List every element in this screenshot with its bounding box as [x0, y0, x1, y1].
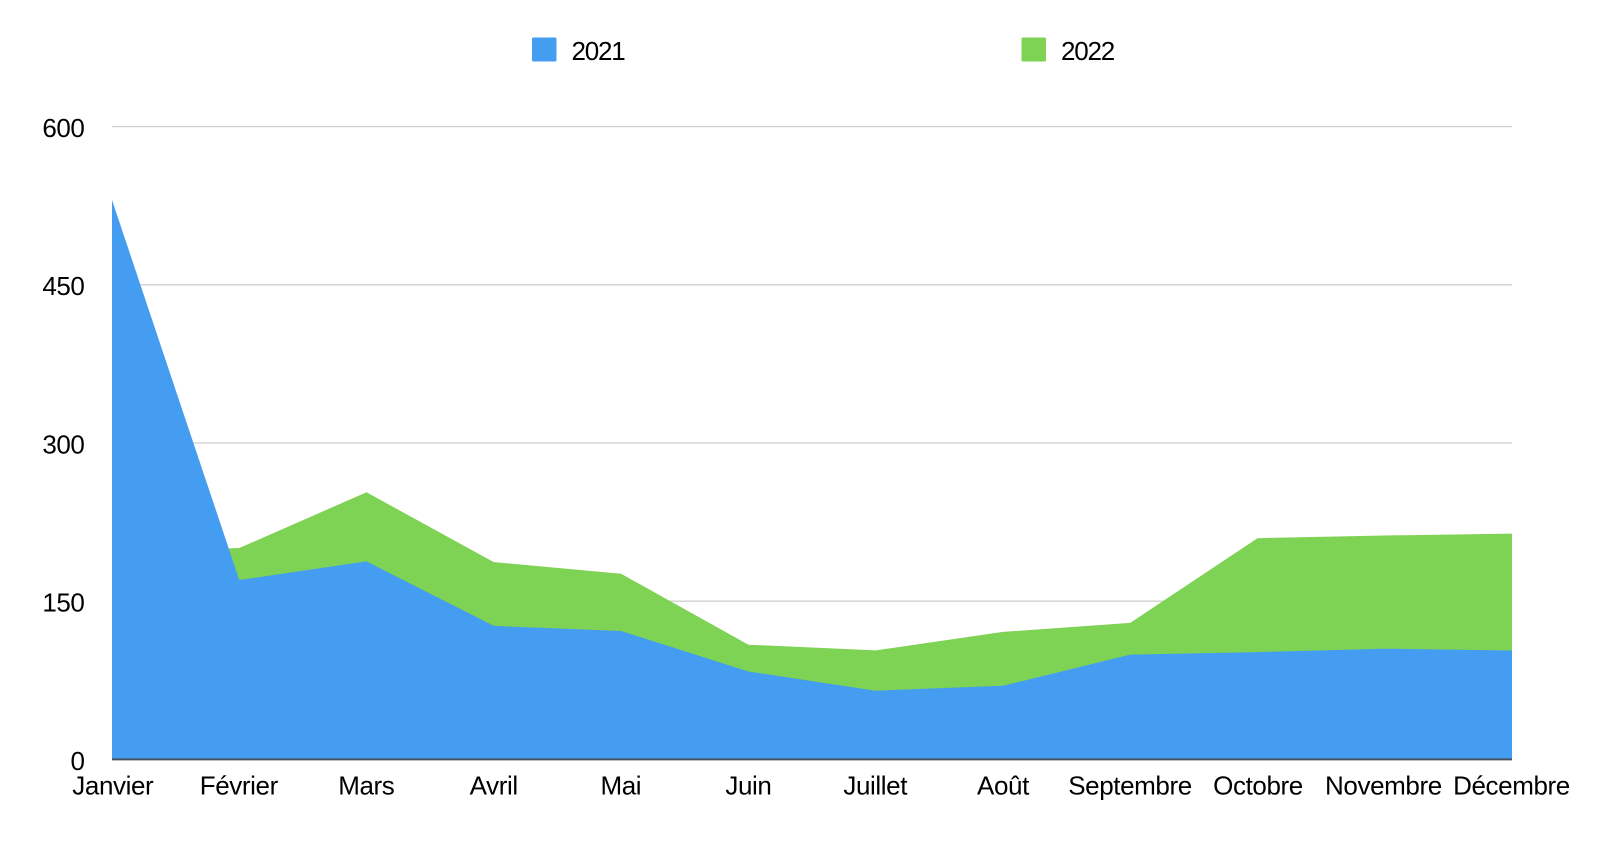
svg-text:150: 150	[42, 588, 84, 618]
svg-text:Mai: Mai	[600, 771, 641, 801]
svg-text:Juin: Juin	[725, 771, 771, 801]
svg-text:2021: 2021	[572, 36, 626, 66]
svg-text:Avril: Avril	[470, 771, 518, 801]
svg-text:2022: 2022	[1061, 36, 1115, 66]
svg-text:Décembre: Décembre	[1453, 771, 1570, 801]
svg-text:Novembre: Novembre	[1325, 771, 1442, 801]
svg-text:300: 300	[42, 429, 84, 459]
svg-text:600: 600	[42, 113, 84, 143]
svg-text:450: 450	[42, 271, 84, 301]
svg-text:Octobre: Octobre	[1213, 771, 1303, 801]
svg-text:Juillet: Juillet	[843, 771, 908, 801]
svg-text:Janvier: Janvier	[72, 771, 154, 801]
svg-text:Septembre: Septembre	[1068, 771, 1192, 801]
svg-text:0: 0	[70, 746, 84, 776]
svg-text:Août: Août	[977, 771, 1030, 801]
svg-text:Mars: Mars	[338, 771, 395, 801]
svg-text:Février: Février	[200, 771, 279, 801]
